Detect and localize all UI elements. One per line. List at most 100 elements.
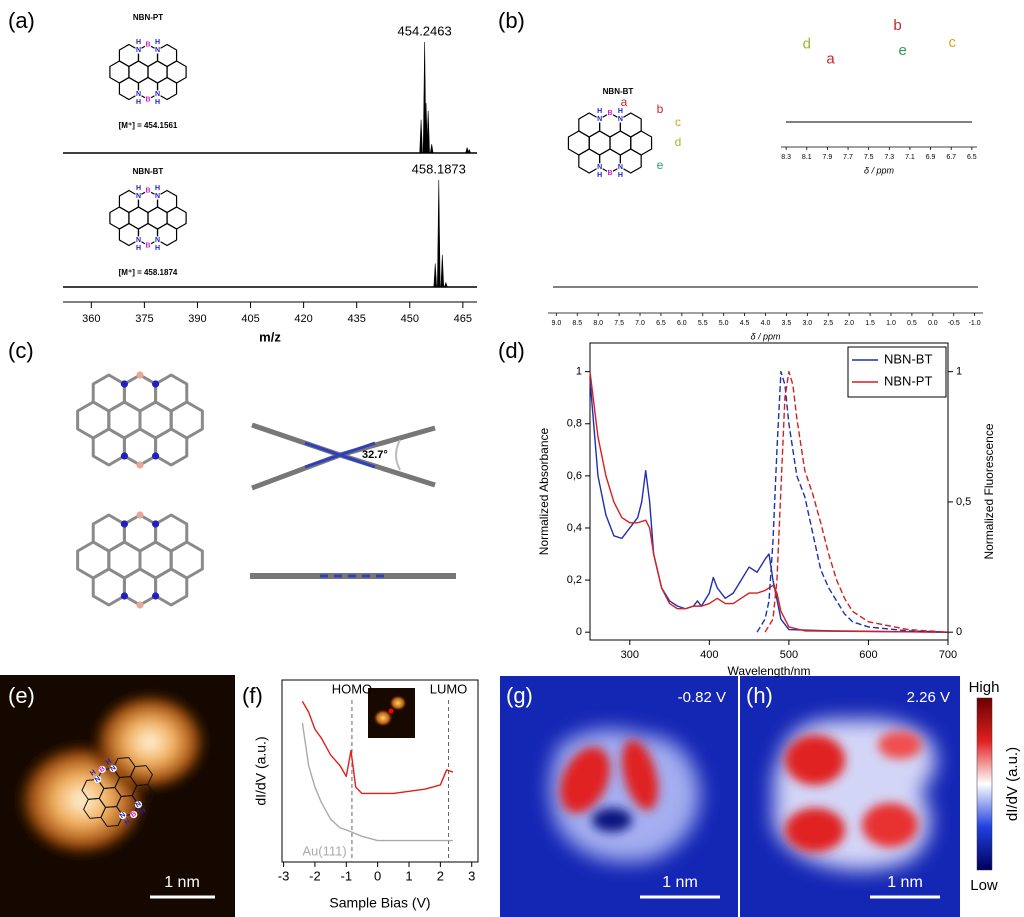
x-tick-label: 2 [437,868,444,883]
x-tick-label: 465 [454,313,472,325]
x-tick-label: 600 [859,649,877,661]
y2-tick-label: 0 [956,626,962,638]
atom-label: H [136,245,141,252]
x-tick-label: 0.0 [928,320,938,327]
peak [420,120,423,153]
x-axis-label: Wavelength/nm [728,664,811,678]
x-tick-label: -2 [309,868,321,883]
formula: [M⁺] = 458.1874 [119,268,178,277]
atom-label: H [597,108,602,115]
ring [620,149,641,173]
peak [441,255,444,287]
peak [427,111,430,153]
atom-label: H [155,99,160,106]
x-tick-label: 375 [135,313,153,325]
ring [156,429,187,465]
peak [434,263,437,287]
atom [121,452,128,459]
x-tick-label: 9.0 [551,320,561,327]
x-tick-label: -1.0 [969,320,981,327]
molecule [78,511,203,608]
map-lobe [862,803,918,847]
map-lobe [785,735,845,785]
atom-label: B [145,41,150,48]
x-tick-label: 7.5 [614,320,624,327]
structure-letter: d [675,135,682,149]
colorbar [977,698,992,870]
x-axis-label: δ / ppm [750,331,781,341]
atom [152,380,159,387]
structure-letter: c [675,115,681,129]
map-lobe [785,808,845,852]
atom-label: N [618,164,623,171]
atom-label: N [597,164,602,171]
atom-label: N [155,193,160,200]
x-tick-label: 8.1 [802,154,812,161]
panel-label: (b) [498,8,525,33]
x-tick-label: 8.5 [572,320,582,327]
peak [430,144,433,153]
x-tick-label: 420 [294,313,312,325]
atom-label: N [155,47,160,54]
x-tick-label: 8.3 [781,154,791,161]
atom-label: N [155,91,160,98]
x-axis-label: m/z [259,329,281,344]
compound-name: NBN-BT [133,167,164,176]
atom-label: H [136,185,141,192]
formula: [M⁺] = 454.1561 [119,121,178,130]
angle-label: 32.7° [362,449,388,461]
map-lobe [878,731,922,759]
x-tick-label: 0 [374,868,381,883]
x-tick-label: 2.0 [844,320,854,327]
peak-label: 454.2463 [398,23,452,38]
atom-label: B [145,96,150,103]
y-tick-label: 0,2 [567,574,582,586]
ring [124,569,155,605]
atom-label: H [136,99,141,106]
x-tick-label: 405 [241,313,259,325]
scale-label: 1 nm [164,874,200,891]
x-tick-label: 7.9 [823,154,833,161]
x-tick-label: 360 [82,313,100,325]
legend-label: NBN-PT [884,373,932,388]
atom-label: H [597,172,602,179]
colorbar-label: dI/dV (a.u.) [1004,747,1021,821]
annotation-label: LUMO [430,681,468,696]
compound-name: NBN-BT [603,87,634,96]
atom-label: B [607,170,612,177]
panel-label: (f) [242,683,263,708]
x-tick-label: 7.5 [864,154,874,161]
x-tick-label: 4.0 [761,320,771,327]
stm-lobe [90,690,210,794]
atom [152,592,159,599]
x-tick-label: 6.9 [926,154,936,161]
atom-label: N [136,237,141,244]
atom-label: B [607,110,612,117]
y-tick-label: 0,6 [567,470,582,482]
bias-label: 2.26 V [907,689,950,706]
x-tick-label: 7.0 [635,320,645,327]
x-tick-label: 1.5 [865,320,875,327]
x-tick-label: 5.0 [719,320,729,327]
x-tick-label: 435 [348,313,366,325]
y2-tick-label: 1 [956,366,962,378]
panel-label: (d) [498,338,525,363]
x-tick-label: 450 [401,313,419,325]
peak [444,283,447,287]
atom-label: H [155,185,160,192]
panel-label: (c) [8,338,34,363]
x-tick-label: 4.5 [740,320,750,327]
atom [136,461,143,468]
atom [152,452,159,459]
ring [158,78,177,100]
atom [136,511,143,518]
atom-label: N [136,91,141,98]
y-tick-label: 0,8 [567,418,582,430]
colorbar-low: Low [970,877,998,894]
ring [156,569,187,605]
x-tick-label: 6.5 [967,154,977,161]
series-label: Au(111) [302,843,346,858]
panel-label: (a) [8,8,35,33]
y-tick-label: 0,4 [567,522,582,534]
atom [152,520,159,527]
